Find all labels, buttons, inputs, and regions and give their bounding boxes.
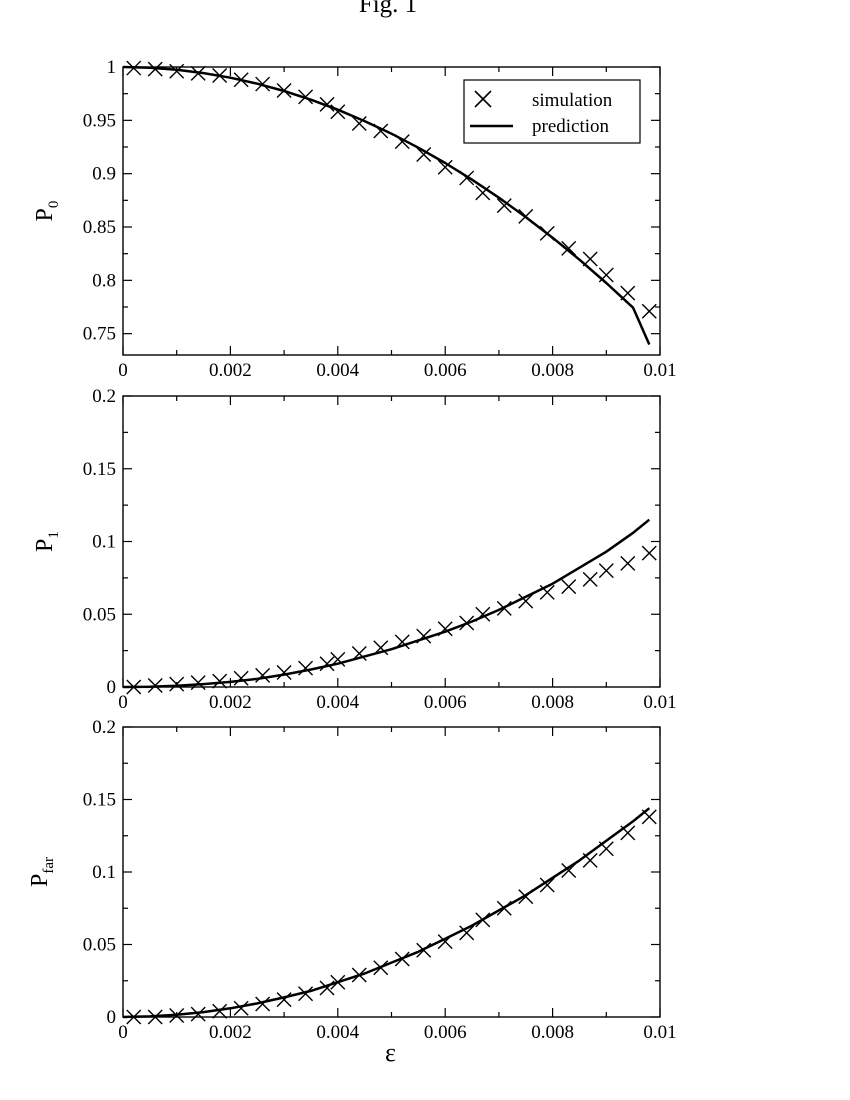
x-tick-label: 0.004 xyxy=(316,360,359,381)
x-tick-label: 0.01 xyxy=(643,1022,676,1043)
y-tick-label: 0.85 xyxy=(83,217,116,238)
simulation-point xyxy=(190,675,206,691)
simulation-point xyxy=(561,863,577,879)
simulation-point xyxy=(169,63,185,79)
x-tick-label: 0.006 xyxy=(424,360,467,381)
simulation-point xyxy=(561,240,577,256)
x-tick-label: 0.006 xyxy=(424,1022,467,1043)
x-tick-label: 0.002 xyxy=(209,360,252,381)
legend-simulation-marker xyxy=(474,90,492,108)
y-tick-label: 0.9 xyxy=(92,164,116,185)
x-tick-label: 0 xyxy=(118,692,128,713)
y-axis-label: P0 xyxy=(32,201,62,222)
y-tick-label: 0.05 xyxy=(83,935,116,956)
simulation-point xyxy=(496,198,512,214)
y-tick-label: 0.95 xyxy=(83,110,116,131)
simulation-point xyxy=(561,579,577,595)
y-tick-label: 0.2 xyxy=(92,717,116,738)
x-tick-label: 0.008 xyxy=(531,692,574,713)
y-tick-label: 1 xyxy=(107,57,117,78)
simulation-point xyxy=(416,146,432,162)
x-tick-label: 0 xyxy=(118,1022,128,1043)
x-tick-label: 0.004 xyxy=(316,692,359,713)
simulation-point xyxy=(319,96,335,112)
x-tick-label: 0.01 xyxy=(643,360,676,381)
simulation-point xyxy=(459,925,475,941)
y-tick-label: 0.15 xyxy=(83,459,116,480)
x-tick-label: 0.008 xyxy=(531,1022,574,1043)
prediction-line xyxy=(122,65,651,346)
simulation-point xyxy=(598,563,614,579)
simulation-point xyxy=(233,670,249,686)
y-tick-label: 0.8 xyxy=(92,270,116,291)
simulation-point xyxy=(255,996,271,1012)
y-tick-label: 0.15 xyxy=(83,790,116,811)
simulation-point xyxy=(582,571,598,587)
simulation-point xyxy=(298,660,314,676)
simulation-point xyxy=(641,545,657,561)
simulation-point xyxy=(475,185,491,201)
simulation-point xyxy=(437,159,453,175)
plot-frame xyxy=(122,395,661,688)
simulation-point xyxy=(319,656,335,672)
simulation-point xyxy=(298,986,314,1002)
prediction-line xyxy=(122,518,651,689)
y-axis-label: Pfar xyxy=(27,857,57,887)
y-tick-label: 0.2 xyxy=(92,386,116,407)
legend-prediction-label: prediction xyxy=(532,116,610,137)
panel-p0: 0 0.002 0.004 0.006 0.008 0.01 0.75 0.8 0.85 0.9 0… xyxy=(32,57,677,381)
y-tick-label: 0.75 xyxy=(83,324,116,345)
prediction-line xyxy=(122,807,651,1019)
y-tick-label: 0.05 xyxy=(83,604,116,625)
y-tick-label: 0 xyxy=(107,1007,117,1028)
simulation-point xyxy=(620,555,636,571)
x-tick-label: 0.002 xyxy=(209,1022,252,1043)
simulation-point xyxy=(539,877,555,893)
simulation-point xyxy=(276,992,292,1008)
x-tick-label: 0.008 xyxy=(531,360,574,381)
y-tick-label: 0.1 xyxy=(92,532,116,553)
simulation-point xyxy=(212,1003,228,1019)
x-axis-label: ε xyxy=(385,1038,396,1067)
x-tick-label: 0 xyxy=(118,360,128,381)
simulation-point xyxy=(276,664,292,680)
panel-pfar: 0 0.002 0.004 0.006 0.008 0.01 0 0.05 0.1 0.15 0.2… xyxy=(27,717,677,1067)
plot-frame xyxy=(122,726,661,1018)
legend-simulation-label: simulation xyxy=(532,90,613,111)
x-tick-label: 0.002 xyxy=(209,692,252,713)
y-tick-label: 0.1 xyxy=(92,862,116,883)
simulation-point xyxy=(641,303,657,319)
simulation-point xyxy=(233,1000,249,1016)
simulation-point xyxy=(351,116,367,132)
figure-title: Fig. 1 xyxy=(359,0,417,18)
legend: simulation prediction xyxy=(463,79,641,144)
x-tick-label: 0.004 xyxy=(316,1022,359,1043)
simulation-point xyxy=(255,667,271,683)
legend-box xyxy=(463,79,641,144)
x-tick-label: 0.006 xyxy=(424,692,467,713)
simulation-point xyxy=(169,676,185,692)
panel-p1: 0 0.002 0.004 0.006 0.008 0.01 0 0.05 0.1 0.15 0.2… xyxy=(32,386,677,713)
y-tick-label: 0 xyxy=(107,677,117,698)
simulation-point xyxy=(518,593,534,609)
x-tick-label: 0.01 xyxy=(643,692,676,713)
simulation-point xyxy=(212,673,228,689)
simulation-point xyxy=(190,1006,206,1022)
y-axis-label: P1 xyxy=(32,531,62,552)
